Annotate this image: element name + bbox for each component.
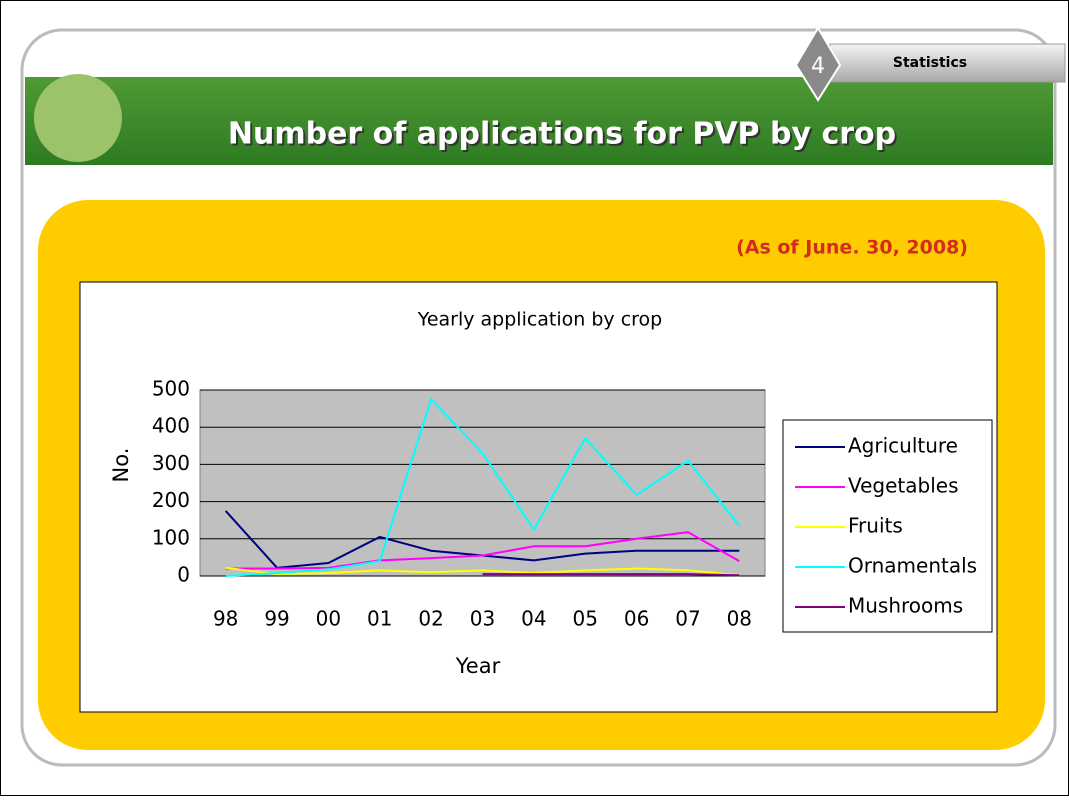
- x-tick-label: 04: [521, 607, 546, 631]
- legend-label: Fruits: [848, 514, 903, 538]
- x-tick-label: 08: [727, 607, 752, 631]
- plot-area: [200, 390, 765, 576]
- legend-label: Agriculture: [848, 434, 958, 458]
- tab-number: 4: [811, 54, 825, 79]
- legend-label: Ornamentals: [848, 554, 977, 578]
- x-tick-label: 07: [675, 607, 700, 631]
- x-tick-label: 99: [264, 607, 289, 631]
- x-tick-label: 01: [367, 607, 392, 631]
- y-tick-label: 0: [177, 563, 190, 587]
- logo: [34, 74, 122, 162]
- y-axis-label: No.: [109, 448, 133, 483]
- x-tick-label: 03: [470, 607, 495, 631]
- y-tick-label: 200: [152, 488, 190, 512]
- x-tick-label: 00: [316, 607, 341, 631]
- as-of-note: (As of June. 30, 2008): [736, 237, 968, 259]
- slide-title: Number of applications for PVP by crop: [228, 117, 896, 152]
- slide: Number of applications for PVP by crop N…: [0, 0, 1069, 796]
- y-tick-label: 500: [152, 377, 190, 401]
- x-tick-label: 02: [418, 607, 443, 631]
- y-tick-label: 100: [152, 525, 190, 549]
- tab-label: Statistics: [893, 55, 967, 71]
- y-tick-label: 400: [152, 414, 190, 438]
- x-tick-label: 06: [624, 607, 649, 631]
- series-line: [483, 574, 740, 575]
- x-axis-label: Year: [455, 654, 501, 678]
- legend-label: Mushrooms: [848, 594, 963, 618]
- chart-title: Yearly application by crop: [417, 309, 663, 331]
- x-tick-label: 98: [213, 607, 238, 631]
- y-tick-label: 300: [152, 451, 190, 475]
- x-tick-label: 05: [573, 607, 598, 631]
- legend-label: Vegetables: [848, 474, 959, 498]
